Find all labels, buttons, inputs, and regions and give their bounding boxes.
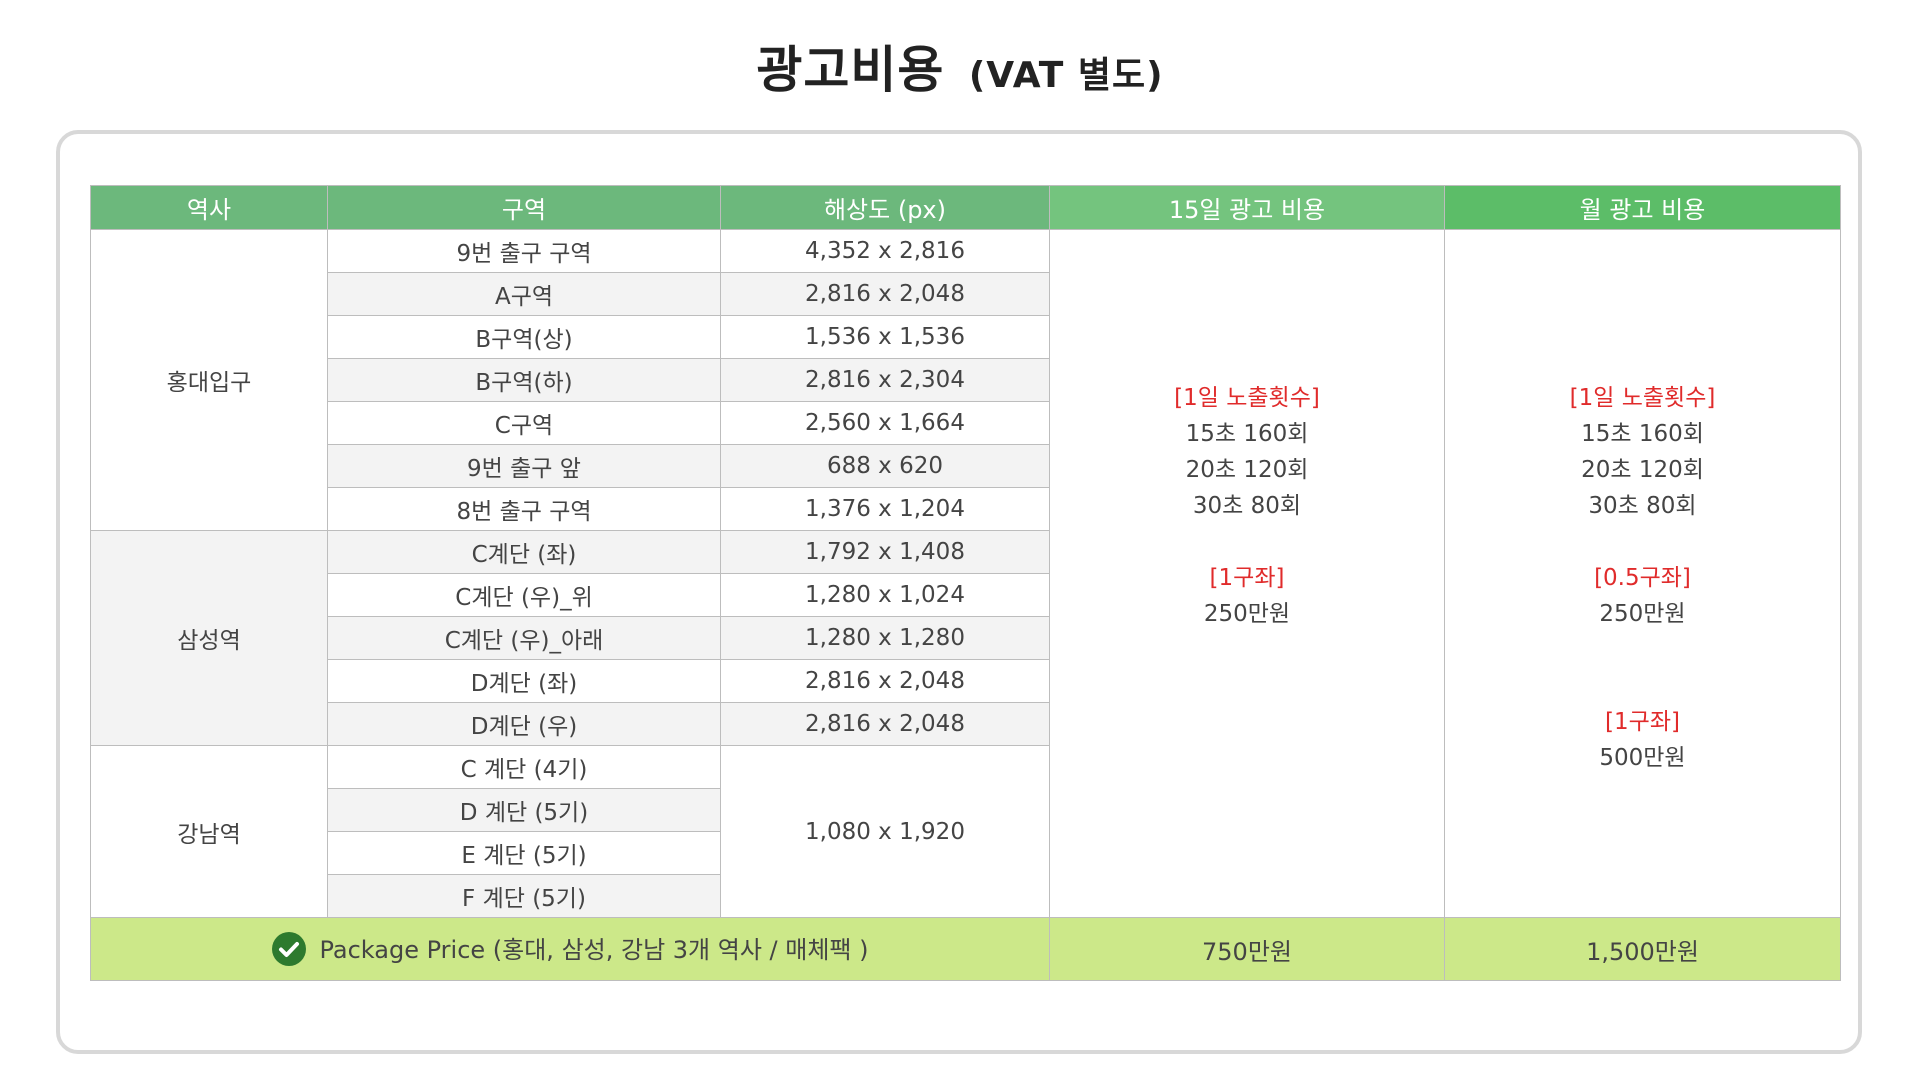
zone-cell: D계단 (좌) [327,659,721,703]
zone-cell: D계단 (우) [327,702,721,746]
exposure-value: 20초 120회 [1581,457,1704,483]
check-circle-icon [271,932,306,966]
table-row: 홍대입구 9번 출구 구역 4,352 x 2,816 [1일 노출횟수] 15… [90,229,1841,918]
table-row: 삼성역 C계단 (좌) 1,792 x 1,408 [90,530,1841,746]
page-title: 광고비용 (VAT 별도) [0,30,1920,102]
slot-price: 500만원 [1599,745,1686,771]
table-row: D계단 (우) 2,816 x 2,048 [91,702,1841,746]
header-15day-cost: 15일 광고 비용 [1049,185,1445,230]
resolution-cell: 1,536 x 1,536 [720,315,1050,359]
zone-cell: C구역 [327,401,721,445]
exposure-value: 20초 120회 [1185,457,1309,483]
exposure-value: 15초 160회 [1185,421,1309,447]
resolution-cell: 2,816 x 2,048 [720,272,1050,316]
resolution-cell: 4,352 x 2,816 [720,229,1050,273]
zone-cell: A구역 [327,272,721,316]
table-row: 9번 출구 앞 688 x 620 [91,444,1841,488]
half-slot-price: 250만원 [1599,601,1686,627]
page-title-main: 광고비용 [756,41,945,99]
zone-cell: B구역(상) [327,315,721,359]
resolution-cell: 1,376 x 1,204 [720,487,1050,531]
zone-cell: C계단 (좌) [327,530,721,574]
table-row: B구역(하) 2,816 x 2,304 [91,358,1841,402]
zone-cell: C 계단 (4기) [327,745,721,789]
package-price-15day: 750만원 [1049,917,1445,981]
resolution-cell: 2,816 x 2,048 [720,659,1050,703]
table-row: A구역 2,816 x 2,048 [91,272,1841,316]
slot-price: 250만원 [1203,601,1291,627]
exposure-value: 30초 80회 [1192,493,1302,519]
price-table: 역사 구역 해상도 (px) 15일 광고 비용 월 광고 비용 홍대입구 9번… [90,185,1841,981]
page-title-sub: (VAT 별도) [968,55,1164,96]
table-row: E 계단 (5기) [91,831,1841,875]
station-cell: 삼성역 [90,530,328,746]
table-row: C계단 (우)_위 1,280 x 1,024 [91,573,1841,617]
exposure-value: 15초 160회 [1581,421,1704,447]
resolution-cell: 2,816 x 2,304 [720,358,1050,402]
table-row: 강남역 C 계단 (4기) 1,080 x 1,920 [90,745,1841,918]
zone-cell: C계단 (우)_아래 [327,616,721,660]
exposure-label: [1일 노출횟수] [1569,385,1716,411]
resolution-cell: 2,560 x 1,664 [720,401,1050,445]
price-month-cell: [1일 노출횟수] 15초 160회 20초 120회 30초 80회 [0.5… [1444,229,1841,918]
station-cell: 홍대입구 [90,229,328,531]
exposure-label: [1일 노출횟수] [1174,385,1320,411]
station-cell: 강남역 [90,745,328,918]
resolution-cell: 1,080 x 1,920 [720,745,1050,918]
zone-cell: D 계단 (5기) [327,788,721,832]
package-label-cell: Package Price (홍대, 삼성, 강남 3개 역사 / 매체팩 ) [90,917,1050,981]
exposure-value: 30초 80회 [1588,493,1697,519]
half-slot-label: [0.5구좌] [1594,565,1691,591]
resolution-cell: 2,816 x 2,048 [720,702,1050,746]
package-price-month: 1,500만원 [1444,917,1841,981]
resolution-cell: 1,280 x 1,024 [720,573,1050,617]
header-monthly-cost: 월 광고 비용 [1444,185,1841,230]
zone-cell: C계단 (우)_위 [327,573,721,617]
table-row: D 계단 (5기) [91,788,1841,832]
table-row: C계단 (우)_아래 1,280 x 1,280 [91,616,1841,660]
resolution-cell: 1,792 x 1,408 [720,530,1050,574]
table-header-row: 역사 구역 해상도 (px) 15일 광고 비용 월 광고 비용 [90,185,1841,230]
resolution-cell: 688 x 620 [720,444,1050,488]
resolution-cell: 1,280 x 1,280 [720,616,1050,660]
slot-label: [1구좌] [1209,565,1285,591]
header-resolution: 해상도 (px) [720,185,1050,230]
package-row: Package Price (홍대, 삼성, 강남 3개 역사 / 매체팩 ) … [90,917,1841,981]
zone-cell: F 계단 (5기) [327,874,721,918]
price-15day-cell: [1일 노출횟수] 15초 160회 20초 120회 30초 80회 [1구좌… [1049,229,1445,918]
zone-cell: B구역(하) [327,358,721,402]
zone-cell: 9번 출구 앞 [327,444,721,488]
zone-cell: E 계단 (5기) [327,831,721,875]
header-station: 역사 [90,185,328,230]
table-row: 8번 출구 구역 1,376 x 1,204 [91,487,1841,531]
package-label: Package Price (홍대, 삼성, 강남 3개 역사 / 매체팩 ) [319,936,869,964]
header-zone: 구역 [327,185,721,230]
slot-label: [1구좌] [1605,709,1680,735]
zone-cell: 9번 출구 구역 [327,229,721,273]
zone-cell: 8번 출구 구역 [327,487,721,531]
table-row: F 계단 (5기) [91,874,1841,918]
